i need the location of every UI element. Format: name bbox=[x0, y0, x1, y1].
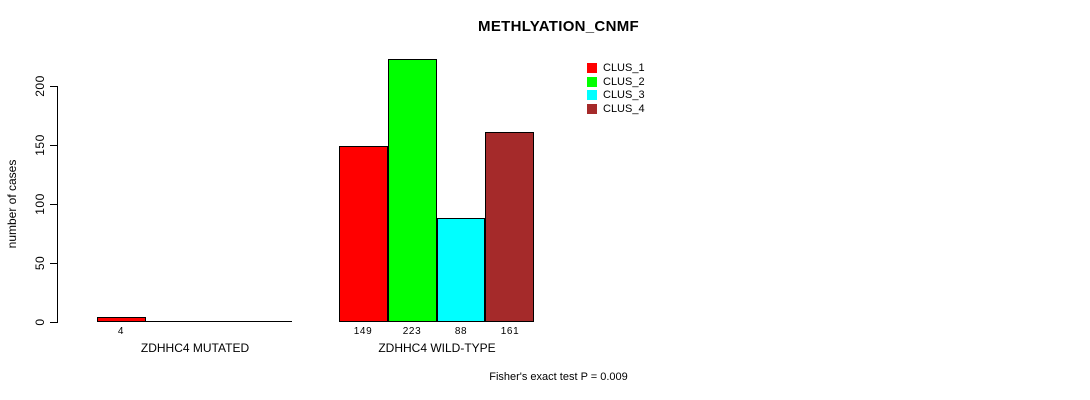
y-axis-tick-label: 0 bbox=[33, 318, 47, 326]
bar-value-label: 223 bbox=[402, 326, 422, 337]
y-axis-line bbox=[57, 86, 58, 323]
bar-CLUS_1 bbox=[339, 146, 388, 322]
legend-swatch-icon bbox=[587, 76, 597, 87]
legend-label: CLUS_3 bbox=[603, 89, 645, 102]
legend-row-CLUS_2: CLUS_2 bbox=[587, 75, 645, 88]
x-axis-group-label: ZDHHC4 MUTATED bbox=[140, 341, 250, 355]
y-axis-tick-label: 200 bbox=[33, 75, 47, 97]
bar-value-label: 149 bbox=[353, 326, 373, 337]
x-axis-group-label: ZDHHC4 WILD-TYPE bbox=[378, 341, 496, 355]
y-axis-tick bbox=[50, 145, 57, 146]
bar-CLUS_1 bbox=[97, 317, 146, 322]
legend: CLUS_1 CLUS_2 CLUS_3 CLUS_4 bbox=[587, 63, 645, 118]
legend-swatch-icon bbox=[587, 63, 597, 73]
y-axis-tick bbox=[50, 86, 57, 87]
bar-CLUS_4 bbox=[485, 132, 534, 322]
bar-value-label: 88 bbox=[454, 326, 468, 337]
y-axis-tick-label: 150 bbox=[33, 134, 47, 156]
bar-value-label: 161 bbox=[500, 326, 520, 337]
y-axis-tick-label: 100 bbox=[33, 193, 47, 215]
y-axis-label: number of cases bbox=[5, 159, 19, 249]
bar-value-label: 4 bbox=[117, 326, 125, 337]
chart-title: METHLYATION_CNMF bbox=[478, 18, 639, 35]
legend-row-CLUS_3: CLUS_3 bbox=[587, 89, 645, 102]
legend-swatch-icon bbox=[587, 90, 597, 101]
legend-label: CLUS_4 bbox=[603, 103, 645, 116]
y-axis-tick bbox=[50, 204, 57, 205]
y-axis-tick bbox=[50, 263, 57, 264]
legend-label: CLUS_1 bbox=[603, 62, 645, 74]
legend-row-CLUS_4: CLUS_4 bbox=[587, 103, 645, 116]
fisher-test-annotation: Fisher's exact test P = 0.009 bbox=[489, 371, 628, 383]
y-axis-tick bbox=[50, 322, 57, 323]
x-axis-baseline bbox=[97, 321, 292, 322]
legend-swatch-icon bbox=[587, 104, 597, 115]
y-axis-tick-label: 50 bbox=[33, 255, 47, 271]
bar-CLUS_3 bbox=[437, 218, 485, 322]
legend-row-CLUS_1: CLUS_1 bbox=[587, 62, 645, 74]
bar-CLUS_2 bbox=[388, 59, 437, 322]
legend-label: CLUS_2 bbox=[603, 75, 645, 88]
